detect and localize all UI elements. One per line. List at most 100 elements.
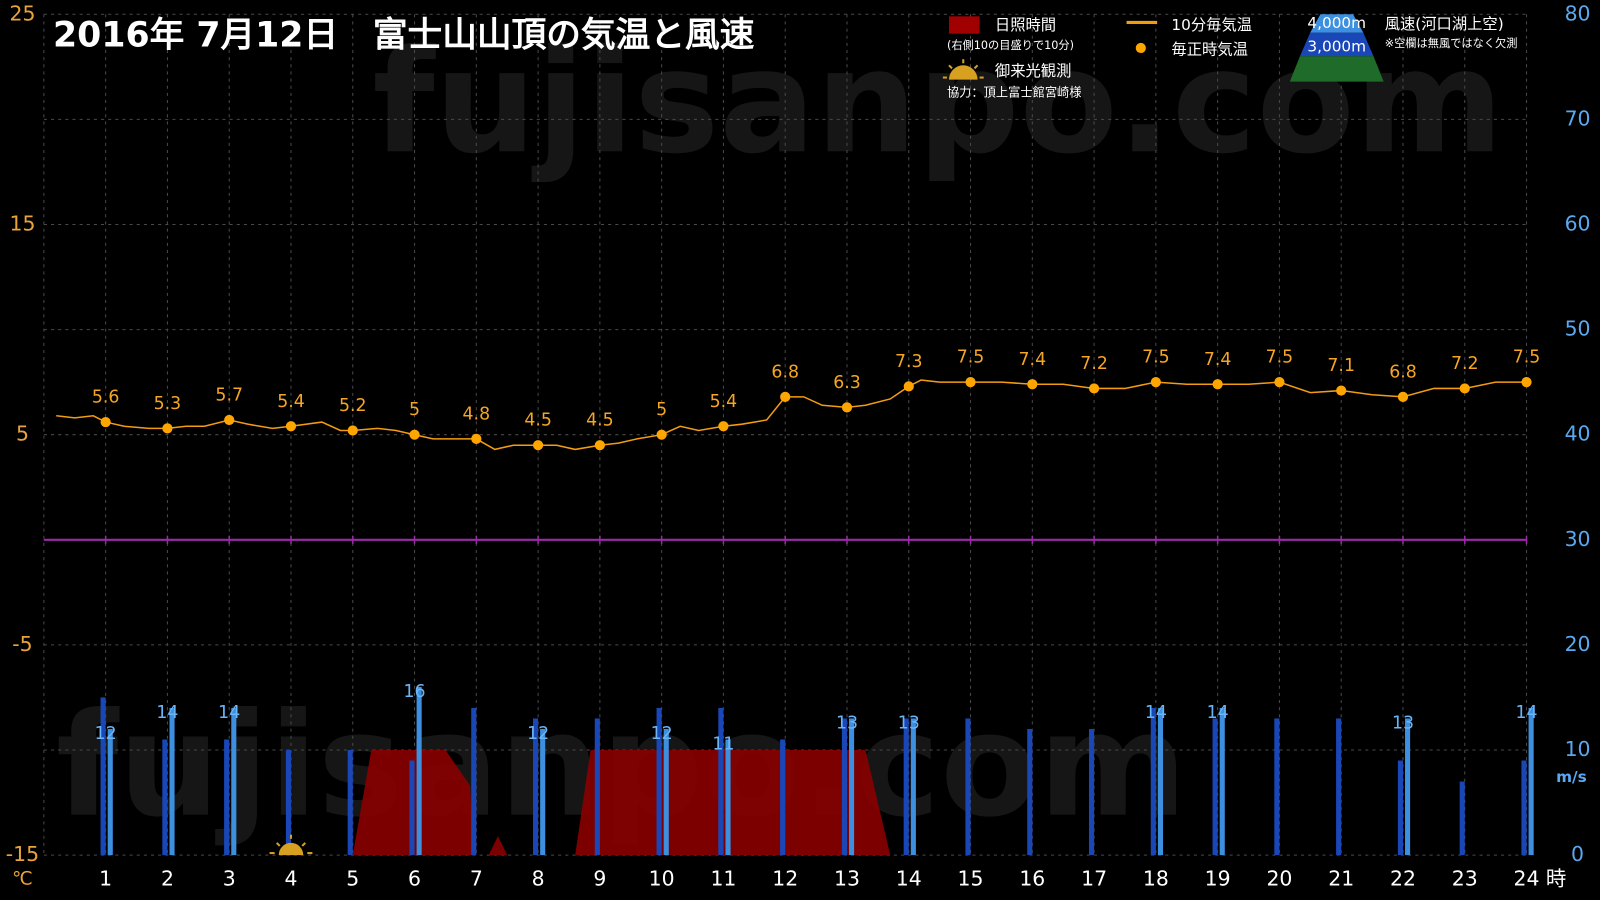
y2-unit: m/s (1556, 768, 1587, 786)
wind-bar (409, 760, 415, 856)
x-tick-label: 20 (1266, 867, 1292, 891)
value-label: 14 (156, 703, 178, 723)
value-label: 5.4 (710, 392, 738, 412)
temp-point (903, 381, 914, 392)
value-label: 4.8 (463, 404, 491, 424)
x-tick-label: 1 (99, 867, 112, 891)
x-tick-label: 6 (408, 867, 421, 891)
x-tick-label: 10 (649, 867, 675, 891)
temp-point (1397, 391, 1409, 402)
value-label: 7.5 (1142, 348, 1170, 368)
legend-label: 日照時間 (995, 16, 1056, 34)
temp-point (656, 429, 667, 440)
temp-point (1027, 379, 1038, 390)
wind-bar (1336, 718, 1342, 856)
x-tick-label: 8 (532, 867, 545, 891)
legend-note: (右側10の目盛りで10分) (947, 38, 1074, 52)
value-label: 12 (95, 724, 117, 744)
value-label: 7.5 (957, 348, 985, 368)
value-label: 16 (404, 682, 426, 702)
wind-bar (231, 707, 237, 856)
x-tick-label: 14 (896, 867, 922, 891)
wind-bar (780, 739, 786, 856)
temp-point (532, 440, 544, 451)
x-tick-label: 23 (1452, 867, 1478, 891)
temp-line (56, 379, 1527, 451)
wind-bar (1150, 707, 1156, 856)
value-label: 7.2 (1080, 354, 1108, 374)
value-label: 13 (836, 714, 858, 734)
value-label: 7.4 (1204, 350, 1232, 370)
sun-ray (275, 842, 281, 847)
y-tick-label: 25 (9, 1, 35, 25)
temp-point (471, 433, 482, 444)
x-tick-label: 16 (1019, 867, 1045, 891)
wind-bar (107, 728, 113, 856)
x-tick-label: 9 (593, 867, 606, 891)
value-label: 12 (527, 724, 549, 744)
wind-bar (1219, 707, 1225, 856)
value-label: 13 (898, 714, 920, 734)
wind-bar (1088, 728, 1095, 856)
temp-point (841, 402, 853, 413)
value-label: 5.3 (154, 394, 182, 414)
temp-point (1459, 383, 1470, 394)
temp-point (1336, 385, 1347, 396)
x-tick-label: 15 (958, 867, 984, 891)
legend-label: 10分毎気温 (1171, 16, 1252, 34)
x-tick-label: 11 (710, 867, 736, 891)
wind-bar (100, 697, 106, 856)
legend-swatch (948, 16, 980, 34)
wind-bar (169, 707, 175, 856)
wind-bar (162, 739, 168, 856)
wind-bar (910, 718, 916, 856)
temp-point (224, 414, 235, 426)
wind-bar (725, 739, 731, 856)
temp-point (965, 377, 976, 388)
value-label: 7.5 (1513, 348, 1541, 368)
wind-bar (841, 718, 847, 856)
value-label: 14 (1207, 703, 1229, 723)
value-label: 12 (651, 724, 673, 744)
temp-point (162, 423, 173, 434)
wind-bar (965, 718, 971, 856)
temp-point (1150, 377, 1161, 388)
wind-bar (224, 739, 230, 856)
value-label: 6.8 (1389, 362, 1417, 382)
x-tick-label: 13 (834, 867, 860, 891)
wind-bar (656, 707, 662, 856)
temp-point (780, 391, 791, 402)
sun (278, 842, 304, 856)
legend-label: 3,000m (1307, 37, 1366, 55)
wind-bar (718, 707, 724, 856)
legend-sun-icon (942, 59, 984, 80)
x-tick-label: 12 (772, 867, 798, 891)
value-label: 13 (1392, 714, 1414, 734)
value-label: 4.5 (586, 411, 614, 431)
y-tick-label: 5 (16, 422, 29, 446)
value-label: 11 (712, 735, 734, 755)
value-label: 5 (409, 400, 420, 420)
legend-label: 4,000m (1307, 14, 1366, 32)
wind-bar (1528, 707, 1534, 856)
y2-tick-label: 20 (1565, 632, 1591, 656)
wind-bar (594, 718, 600, 856)
x-tick-label: 2 (161, 867, 174, 891)
x-tick-label: 24 (1514, 867, 1540, 891)
temp-point (1088, 383, 1100, 394)
x-unit: 時 (1546, 867, 1566, 891)
temp-point (347, 425, 358, 436)
wind-bar (663, 728, 669, 856)
value-label: 7.1 (1327, 356, 1355, 376)
y2-tick-label: 30 (1565, 527, 1591, 551)
value-label: 14 (218, 703, 240, 723)
wind-bar (1405, 718, 1411, 856)
legend-swatch (1135, 42, 1146, 54)
y2-tick-label: 80 (1565, 1, 1591, 25)
x-tick-label: 4 (284, 867, 297, 891)
value-label: 5.7 (215, 385, 243, 405)
temp-point (100, 416, 111, 428)
y-tick-label: 15 (9, 211, 35, 235)
wind-bar (416, 686, 422, 856)
